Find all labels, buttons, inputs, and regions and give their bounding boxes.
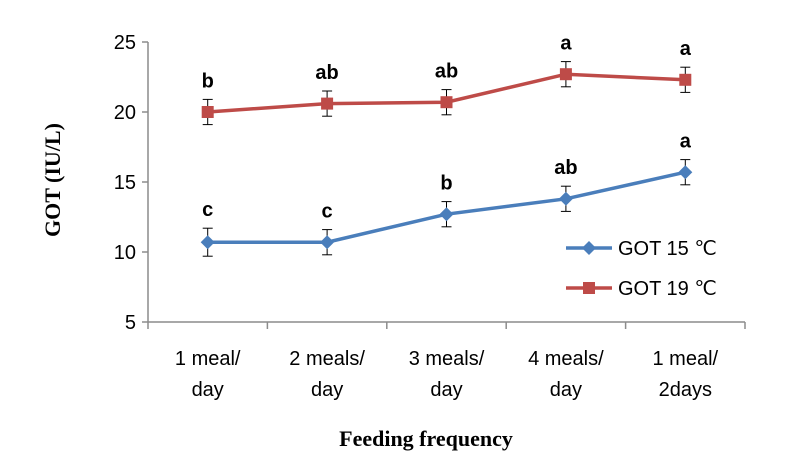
x-tick-label: 3 meals/day	[409, 348, 485, 401]
legend-label: GOT 19 ℃	[618, 278, 717, 300]
series-1	[200, 159, 693, 257]
significance-letter: c	[322, 201, 333, 223]
significance-letter: a	[680, 131, 692, 153]
legend-marker	[583, 282, 595, 294]
data-point	[201, 106, 214, 118]
significance-letter: a	[680, 38, 692, 60]
x-axis-title: Feeding frequency	[339, 426, 513, 451]
significance-letter: ab	[435, 61, 458, 83]
data-point	[200, 235, 215, 250]
series-2	[201, 61, 692, 126]
x-tick-label-line: day	[430, 379, 462, 401]
x-tick-label: 2 meals/day	[289, 348, 365, 401]
series-layer	[200, 61, 693, 257]
x-tick-label: 1 meal/day	[175, 348, 241, 401]
significance-letter: b	[440, 173, 452, 195]
data-point	[678, 165, 693, 180]
x-tick-label-line: day	[311, 379, 343, 401]
x-tick-label-line: day	[550, 379, 582, 401]
y-tick-label: 5	[125, 312, 136, 334]
legend-item-2: GOT 19 ℃	[566, 278, 717, 300]
data-point	[440, 96, 453, 109]
data-point	[320, 235, 335, 250]
x-tick-label: 4 meals/day	[528, 348, 604, 401]
y-axis-title: GOT (IU/L)	[40, 123, 65, 237]
legend: GOT 15 ℃ GOT 19 ℃	[566, 238, 717, 300]
legend-item-1: GOT 15 ℃	[566, 238, 717, 260]
legend-label: GOT 15 ℃	[618, 238, 717, 260]
data-point	[321, 97, 334, 110]
x-tick-label-line: 1 meal/	[653, 348, 719, 370]
y-tick-label: 15	[114, 172, 136, 194]
significance-letter: b	[202, 70, 214, 92]
y-tick-label: 10	[114, 242, 136, 264]
y-tick-label: 25	[114, 32, 136, 54]
x-tick-label-line: 2days	[659, 379, 712, 401]
axes	[142, 41, 746, 329]
legend-marker	[582, 241, 596, 255]
x-tick-label-line: 4 meals/	[528, 348, 604, 370]
significance-letter: c	[202, 199, 213, 221]
x-tick-label-line: 1 meal/	[175, 348, 241, 370]
x-tick-label-line: 3 meals/	[409, 348, 485, 370]
x-tick-label: 1 meal/2days	[653, 348, 719, 401]
data-point	[679, 73, 692, 86]
x-tick-label-line: 2 meals/	[289, 348, 365, 370]
x-tick-label-line: day	[192, 379, 224, 401]
significance-letter: ab	[554, 157, 577, 179]
significance-letter: a	[560, 33, 572, 55]
y-tick-label: 20	[114, 102, 136, 124]
significance-letter: ab	[315, 62, 338, 84]
data-point	[439, 207, 454, 222]
data-point	[558, 191, 573, 206]
data-point	[559, 68, 572, 81]
